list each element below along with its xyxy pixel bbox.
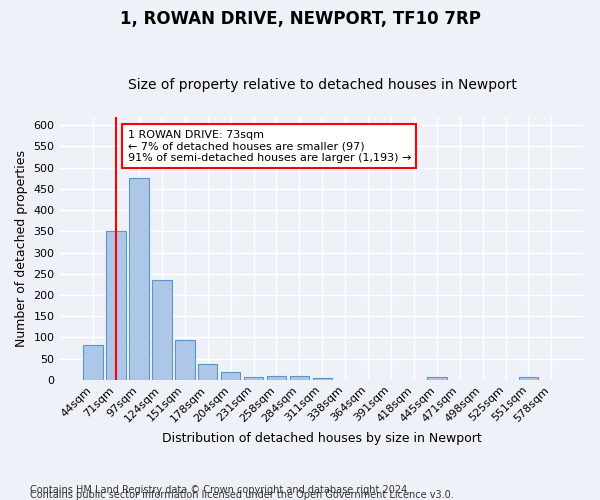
Bar bbox=[290, 376, 309, 380]
Bar bbox=[244, 377, 263, 380]
Bar bbox=[267, 376, 286, 380]
Bar bbox=[106, 232, 126, 380]
Bar bbox=[175, 340, 194, 380]
Text: Contains public sector information licensed under the Open Government Licence v3: Contains public sector information licen… bbox=[30, 490, 454, 500]
Bar bbox=[83, 345, 103, 380]
Bar bbox=[519, 378, 538, 380]
Bar bbox=[427, 378, 446, 380]
X-axis label: Distribution of detached houses by size in Newport: Distribution of detached houses by size … bbox=[163, 432, 482, 445]
Bar bbox=[198, 364, 217, 380]
Text: 1 ROWAN DRIVE: 73sqm
← 7% of detached houses are smaller (97)
91% of semi-detach: 1 ROWAN DRIVE: 73sqm ← 7% of detached ho… bbox=[128, 130, 411, 162]
Text: Contains HM Land Registry data © Crown copyright and database right 2024.: Contains HM Land Registry data © Crown c… bbox=[30, 485, 410, 495]
Title: Size of property relative to detached houses in Newport: Size of property relative to detached ho… bbox=[128, 78, 517, 92]
Text: 1, ROWAN DRIVE, NEWPORT, TF10 7RP: 1, ROWAN DRIVE, NEWPORT, TF10 7RP bbox=[119, 10, 481, 28]
Y-axis label: Number of detached properties: Number of detached properties bbox=[15, 150, 28, 347]
Bar bbox=[221, 372, 241, 380]
Bar bbox=[313, 378, 332, 380]
Bar bbox=[152, 280, 172, 380]
Bar bbox=[129, 178, 149, 380]
